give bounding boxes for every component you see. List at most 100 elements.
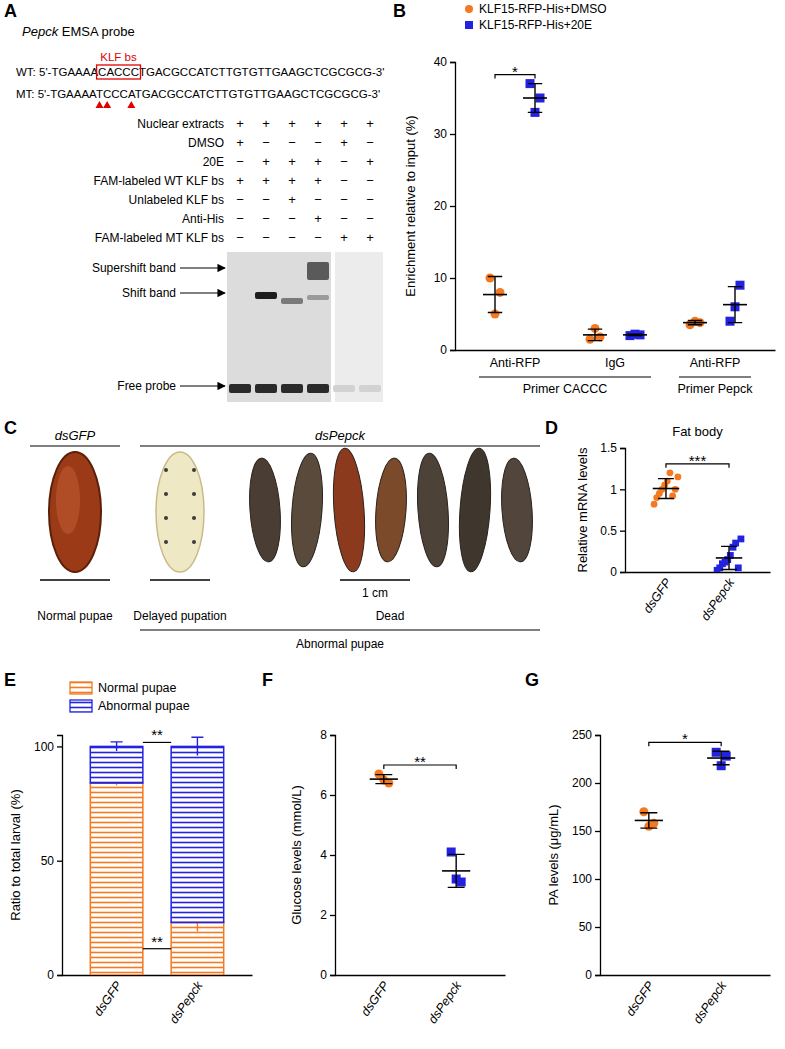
x-tick: dsGFP [623,978,657,1018]
y-tick-mark [450,206,455,207]
x-tick-label: dsGFP [640,575,674,615]
y-axis-line [620,449,626,573]
legend-label: Abnormal pupae [98,699,190,713]
scale-bar [40,579,110,581]
point-square [447,848,456,857]
y-tick-mark [330,735,335,736]
significance-label: ** [414,753,426,770]
gel-left [227,252,331,402]
scale-bar [150,579,210,581]
chart: 010203040Enrichment relative to input (%… [403,2,776,396]
y-tick: 50 [579,920,600,934]
error-bar [640,813,657,828]
photo-larva-spot [164,468,168,472]
point-circle [672,486,679,493]
y-tick-label: 30 [434,127,448,141]
y-axis-line [57,736,63,976]
site-box [97,65,141,79]
point-square [722,752,731,761]
x-axis: dsGFPdsPepck [601,976,771,1027]
y-tick-label: 8 [320,728,327,742]
error-bar [628,334,642,335]
lane-sign: − [340,173,348,188]
band-arrow [180,292,225,293]
error-bar [713,751,730,764]
y-tick-mark [595,735,600,736]
y-tick: 30 [434,127,455,141]
y-axis: 00.511.5 [600,441,625,579]
y-tick-label: 0 [585,968,592,982]
y-tick: 0.5 [600,524,625,538]
y-tick-label: 0 [610,565,617,579]
point-circle [667,469,674,476]
lane-sign: − [340,154,348,169]
x-tick: dsPepck [698,575,737,623]
y-tick-mark [595,831,600,832]
panel-c: dsGFPdsPepck1 cmNormal pupaeDelayed pupa… [30,428,540,651]
probe-title-rest: EMSA probe [58,24,135,39]
abnormal-line [140,629,540,630]
wt-prefix: WT: 5'-TGAAAA [16,66,98,78]
probe-title-gene: Pepck [22,24,60,39]
y-tick-mark [620,572,625,573]
wt-site: CACCC [98,66,139,78]
condition-label: 20E [203,155,224,169]
lane-sign: − [236,230,244,245]
y-axis-line [450,63,456,351]
photo-dead-larva [372,457,409,563]
y-tick: 100 [34,740,62,754]
lane-sign: + [262,173,270,188]
lane-sign: + [314,154,322,169]
scale-bar [340,579,410,581]
y-tick-label: 50 [41,854,55,868]
chart: 050100Ratio to total larval (%)dsGFPdsPe… [8,681,253,1026]
x-axis: dsGFP dsPepck [626,573,771,624]
y-tick: 0 [47,968,62,982]
lane-sign: − [262,211,270,226]
lane-sign: − [262,135,270,150]
legend-label: KLF15-RFP-His+DMSO [479,2,607,16]
group-line [479,376,651,377]
figure-container: ABCDEFGPepck EMSA probeWT: 5'-TGAAAACACC… [0,0,785,1049]
wt-suffix: TGACGCCATCTTGTGTTGAAGCTCGCGCG-3' [139,66,384,78]
x-tick: Anti-RFP [490,356,541,370]
y-tick-label: 10 [434,271,448,285]
significance-label: ** [151,933,163,950]
y-tick-label: 100 [34,740,54,754]
y-tick-label: 20 [434,199,448,213]
lane-sign: − [314,135,322,150]
mt-sequence: MT: 5'-TGAAAATCCCATGACGCCATCTTGTGTTGAAGC… [16,88,380,100]
photo-larva-spot [164,516,168,520]
photo-delayed-larva [156,452,204,572]
y-tick: 200 [572,776,600,790]
x-tick-label: IgG [605,356,625,370]
legend-label: KLF15-RFP-His+20E [479,18,592,32]
plot-area [483,79,747,344]
significance-label: ** [151,726,163,743]
legend-swatch [70,682,92,694]
panel-letter: D [545,418,558,438]
gel-band [255,292,277,299]
lane-sign: − [340,211,348,226]
chart: 050100150200250PA levels (μg/mL)dsGFPdsP… [546,728,771,1026]
lane-sign: − [288,230,296,245]
photo-dead-larva [456,447,495,573]
y-axis-title: Ratio to total larval (%) [8,789,23,921]
legend-marker [465,5,473,13]
y-tick-mark [57,861,62,862]
y-tick-label: 50 [579,920,593,934]
point-circle [651,501,658,508]
lane-sign: + [236,135,244,150]
point-circle [639,807,648,816]
legend-swatch [70,700,92,712]
gel-band [281,298,303,304]
panel-letter: C [4,418,17,438]
band-arrow [180,267,225,268]
x-axis-line [63,975,253,976]
y-tick-mark [57,975,62,976]
panel-letter: E [4,670,16,690]
x-tick: dsGFP [91,978,125,1018]
y-tick: 2 [320,908,335,922]
y-tick-label: 40 [434,55,448,69]
x-tick-label: Anti-RFP [490,356,541,370]
